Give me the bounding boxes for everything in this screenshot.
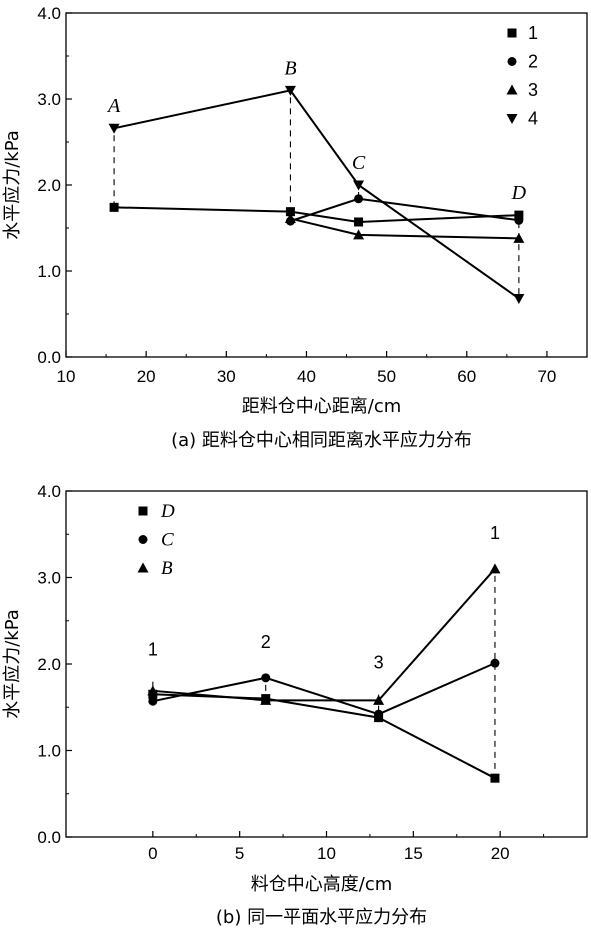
data-point — [489, 563, 501, 574]
x-tick-label: 10 — [57, 367, 76, 386]
point-annotation: 3 — [374, 653, 384, 673]
data-point — [490, 658, 500, 668]
data-point — [260, 694, 272, 705]
legend-marker — [507, 28, 517, 38]
legend-marker — [138, 506, 148, 516]
series-line — [113, 89, 520, 300]
series-line — [114, 206, 519, 223]
x-tick-label: 20 — [491, 844, 510, 863]
legend-label: 1 — [528, 23, 538, 43]
data-point — [284, 213, 296, 224]
y-tick-label: 1.0 — [37, 742, 61, 761]
data-point — [353, 229, 365, 240]
point-annotation: B — [284, 57, 296, 79]
series-line — [290, 217, 519, 240]
y-tick-label: 2.0 — [37, 176, 61, 195]
point-annotation: 1 — [148, 640, 158, 660]
y-tick-label: 2.0 — [37, 655, 61, 674]
x-tick-label: 0 — [148, 844, 157, 863]
data-point — [108, 123, 120, 134]
y-tick-label: 4.0 — [37, 4, 61, 23]
legend-marker — [507, 57, 517, 66]
legend-marker — [506, 114, 518, 124]
x-tick-label: 40 — [297, 367, 316, 386]
data-point — [374, 709, 384, 719]
y-tick-label: 4.0 — [37, 482, 61, 501]
data-point — [354, 194, 364, 204]
legend-marker — [137, 562, 149, 573]
x-tick-label: 10 — [317, 844, 336, 863]
y-tick-label: 3.0 — [37, 90, 61, 109]
figure-caption: (b) 同一平面水平应力分布 — [216, 907, 427, 928]
x-tick-label: 30 — [217, 367, 236, 386]
legend: DCB — [137, 501, 175, 579]
data-point — [285, 207, 295, 217]
data-point — [490, 773, 500, 783]
figure-caption: (a) 距料仓中心相同距离水平应力分布 — [171, 430, 472, 451]
legend-marker — [506, 84, 518, 95]
chart-a: 10 20 30 40 50 60 70 0.0 1.0 2.0 3.0 4.0 距料仓中心距离/cm 水… — [2, 4, 588, 451]
point-annotation: C — [352, 152, 366, 174]
series-D — [148, 689, 500, 783]
x-axis-title: 料仓中心高度/cm — [251, 874, 393, 895]
legend-label: D — [160, 501, 175, 522]
series-C — [148, 658, 500, 719]
y-axis-title: 水平应力/kPa — [2, 130, 23, 240]
chart-b: 0 5 10 15 20 0.0 1.0 2.0 3.0 4.0 料仓中心高度/cm 水平应力/kPa… — [2, 482, 588, 928]
data-point — [354, 217, 364, 227]
y-tick-label: 3.0 — [37, 569, 61, 588]
legend-label: 3 — [528, 80, 538, 100]
data-point — [513, 294, 525, 305]
data-point — [513, 232, 525, 243]
legend-label: 4 — [528, 109, 538, 129]
legend-marker — [138, 535, 148, 544]
data-point — [261, 673, 271, 683]
point-annotation: 2 — [261, 632, 271, 652]
x-tick-label: 15 — [404, 844, 423, 863]
legend: 1 2 3 4 — [506, 23, 538, 129]
x-tick-label: 70 — [537, 367, 556, 386]
x-tick-label: 20 — [137, 367, 156, 386]
data-point — [284, 85, 296, 96]
point-annotation: D — [511, 182, 527, 204]
data-point — [147, 685, 159, 696]
x-tick-label: 60 — [457, 367, 476, 386]
legend-label: B — [161, 558, 173, 579]
point-annotation: A — [106, 95, 121, 117]
data-point — [109, 202, 119, 212]
legend-label: C — [161, 530, 174, 551]
series-4 — [108, 85, 525, 305]
data-point — [148, 696, 158, 706]
x-tick-label: 5 — [235, 844, 244, 863]
data-point — [353, 180, 365, 191]
y-tick-label: 0.0 — [37, 828, 61, 847]
y-tick-label: 1.0 — [37, 262, 61, 281]
x-tick-label: 50 — [377, 367, 396, 386]
series-2 — [285, 194, 524, 226]
series-line — [152, 662, 496, 716]
y-tick-label: 0.0 — [37, 348, 61, 367]
series-B — [147, 563, 501, 705]
series-3 — [284, 213, 525, 243]
series-line — [152, 693, 496, 780]
y-axis-title: 水平应力/kPa — [2, 609, 23, 719]
x-axis-title: 距料仓中心距离/cm — [242, 396, 402, 417]
data-point — [373, 694, 385, 705]
point-annotation: 1 — [490, 523, 500, 543]
series-1 — [109, 202, 524, 227]
legend-label: 2 — [528, 52, 538, 72]
series-line — [152, 568, 496, 702]
data-point — [514, 215, 524, 225]
data-point — [514, 210, 524, 220]
